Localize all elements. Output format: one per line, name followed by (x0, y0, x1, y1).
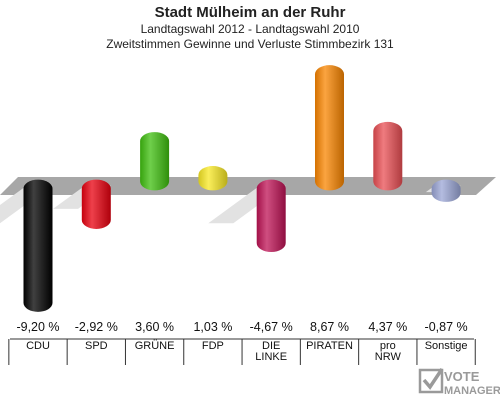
category-label: FDP (202, 340, 224, 352)
bar (140, 132, 170, 191)
category-label: LINKE (255, 351, 287, 363)
value-label: -4,67 % (250, 320, 293, 334)
bar (431, 179, 461, 202)
bar (198, 166, 228, 191)
category-label: CDU (26, 340, 50, 352)
value-label: 3,60 % (135, 320, 174, 334)
chart-subtitle-district: Zweitstimmen Gewinne und Verluste Stimmb… (106, 37, 394, 51)
category-label: GRÜNE (135, 340, 175, 352)
value-label: -9,20 % (16, 320, 59, 334)
category-label: PIRATEN (306, 340, 353, 352)
bar (256, 179, 286, 253)
chart-title: Stadt Mülheim an der Ruhr (154, 4, 346, 21)
bar (23, 179, 53, 312)
zero-plane (0, 177, 496, 195)
category-label: NRW (375, 351, 402, 363)
logo-text-vote: VOTE (444, 369, 480, 384)
value-label: -0,87 % (425, 320, 468, 334)
checkmark-icon (418, 368, 444, 394)
bar (81, 179, 111, 229)
category-label: SPD (85, 340, 108, 352)
category-label: Sonstige (425, 340, 468, 352)
chart-subtitle-election: Landtagswahl 2012 - Landtagswahl 2010 (140, 22, 360, 36)
value-label: -2,92 % (75, 320, 118, 334)
category-label: DIE (262, 340, 280, 352)
bar (315, 65, 344, 191)
value-label: 4,37 % (368, 320, 407, 334)
vote-manager-logo: VOTE MANAGER (418, 366, 500, 405)
value-label: 1,03 % (193, 320, 232, 334)
bar (373, 121, 403, 191)
value-label: 8,67 % (310, 320, 349, 334)
category-label: pro (380, 340, 396, 352)
logo-text-manager: MANAGER (444, 385, 500, 397)
